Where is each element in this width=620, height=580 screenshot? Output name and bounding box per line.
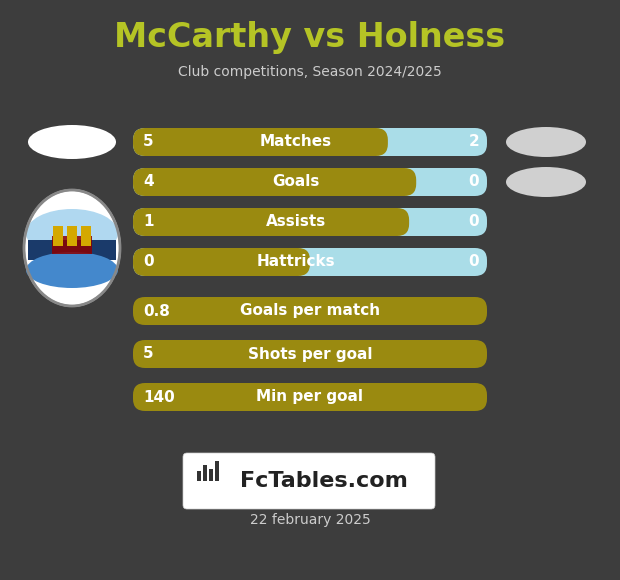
Text: Min per goal: Min per goal bbox=[257, 390, 363, 404]
FancyBboxPatch shape bbox=[133, 248, 487, 276]
Bar bbox=[197, 471, 201, 481]
Text: FcTables.com: FcTables.com bbox=[240, 471, 408, 491]
Text: Goals: Goals bbox=[272, 175, 319, 190]
FancyBboxPatch shape bbox=[53, 226, 63, 246]
Text: 0: 0 bbox=[143, 255, 154, 270]
Text: Club competitions, Season 2024/2025: Club competitions, Season 2024/2025 bbox=[178, 65, 442, 79]
Bar bbox=[209, 469, 213, 481]
Text: 5: 5 bbox=[143, 135, 154, 150]
FancyBboxPatch shape bbox=[133, 383, 487, 411]
Text: 5: 5 bbox=[143, 346, 154, 361]
FancyBboxPatch shape bbox=[183, 453, 435, 509]
FancyBboxPatch shape bbox=[133, 168, 487, 196]
Text: 0: 0 bbox=[468, 255, 479, 270]
Text: Matches: Matches bbox=[260, 135, 332, 150]
FancyBboxPatch shape bbox=[28, 240, 116, 260]
Text: Goals per match: Goals per match bbox=[240, 303, 380, 318]
Bar bbox=[203, 465, 207, 481]
FancyBboxPatch shape bbox=[81, 226, 91, 246]
Text: Hattricks: Hattricks bbox=[257, 255, 335, 270]
Ellipse shape bbox=[28, 125, 116, 159]
Text: McCarthy vs Holness: McCarthy vs Holness bbox=[115, 21, 505, 55]
Ellipse shape bbox=[24, 190, 120, 306]
Ellipse shape bbox=[506, 127, 586, 157]
Text: Shots per goal: Shots per goal bbox=[248, 346, 372, 361]
Text: 22 february 2025: 22 february 2025 bbox=[250, 513, 370, 527]
Text: 140: 140 bbox=[143, 390, 175, 404]
FancyBboxPatch shape bbox=[133, 128, 487, 156]
FancyBboxPatch shape bbox=[52, 236, 92, 254]
Text: 4: 4 bbox=[143, 175, 154, 190]
Text: 2: 2 bbox=[468, 135, 479, 150]
FancyBboxPatch shape bbox=[133, 340, 487, 368]
Text: 0.8: 0.8 bbox=[143, 303, 170, 318]
Text: Assists: Assists bbox=[266, 215, 326, 230]
Ellipse shape bbox=[506, 167, 586, 197]
FancyBboxPatch shape bbox=[133, 248, 310, 276]
FancyBboxPatch shape bbox=[133, 168, 416, 196]
Bar bbox=[215, 461, 219, 481]
FancyBboxPatch shape bbox=[67, 226, 77, 246]
FancyBboxPatch shape bbox=[133, 208, 409, 236]
Text: 0: 0 bbox=[468, 215, 479, 230]
Text: 1: 1 bbox=[143, 215, 154, 230]
FancyBboxPatch shape bbox=[133, 297, 487, 325]
FancyBboxPatch shape bbox=[133, 128, 388, 156]
Ellipse shape bbox=[26, 209, 118, 257]
Ellipse shape bbox=[26, 252, 118, 288]
Text: 0: 0 bbox=[468, 175, 479, 190]
FancyBboxPatch shape bbox=[133, 208, 487, 236]
